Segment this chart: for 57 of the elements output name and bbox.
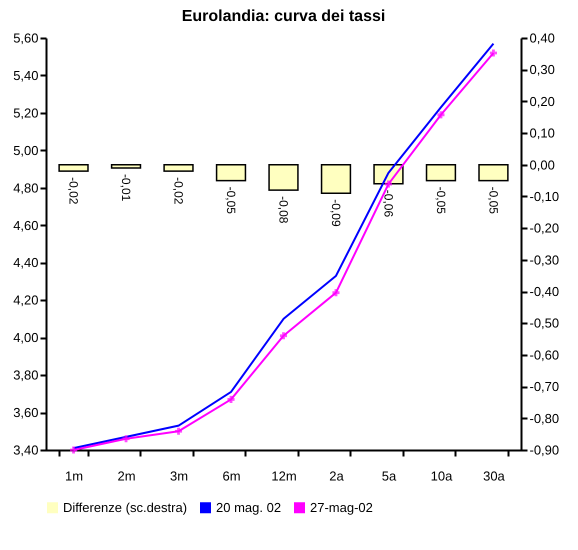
point [490, 49, 497, 57]
y-tick-label: 4,80 [13, 180, 38, 196]
y2-tick-label: 0,10 [530, 126, 555, 141]
y2-tick-label: -0,70 [530, 379, 560, 394]
x-tick-label: 2a [329, 468, 344, 484]
data-label: -0,09 [328, 199, 343, 227]
x-tick-label: 5a [382, 468, 397, 484]
y2-tick-label: -0,30 [530, 252, 560, 268]
y2-tick-label: -0,90 [530, 442, 560, 458]
point [122, 435, 130, 442]
legend-label: 27-mag-02 [310, 500, 373, 515]
y-tick-label: 5,60 [13, 30, 38, 46]
point [437, 111, 444, 118]
data-label: -0,05 [486, 186, 500, 214]
y-tick-label: 3,40 [13, 442, 38, 458]
y2-tick-label: -0,60 [530, 347, 560, 362]
y-tick-label: 5,40 [13, 68, 38, 83]
x-tick-label: 30a [483, 468, 506, 484]
y-tick-label: 4,60 [13, 218, 38, 233]
x-tick-label: 12m [271, 468, 297, 484]
point [280, 332, 288, 340]
y2-tick-label: -0,40 [530, 284, 560, 300]
data-label: -0,05 [224, 186, 238, 214]
x-tick-label: 6m [222, 468, 241, 484]
x-tick-label: 2m [118, 468, 136, 484]
y-tick-label: 5,20 [13, 105, 38, 120]
point [332, 289, 340, 296]
y2-tick-label: 0,40 [530, 30, 555, 46]
y-tick-label: 4,00 [13, 330, 38, 346]
y2-tick-label: 0,00 [530, 157, 555, 172]
legend-label: 20 mag. 02 [216, 500, 282, 515]
legend-label: Differenze (sc.destra) [63, 500, 188, 515]
data-label: -0,01 [119, 174, 134, 202]
point [70, 446, 78, 454]
data-label: -0,02 [172, 177, 186, 205]
y-tick-label: 4,20 [13, 292, 38, 308]
x-tick-label: 1m [65, 468, 84, 484]
y-tick-label: 5,00 [13, 142, 38, 158]
y2-tick-label: -0,20 [530, 220, 560, 236]
y2-tick-label: -0,50 [530, 316, 560, 331]
y2-tick-label: -0,10 [530, 188, 560, 204]
data-label: -0,06 [381, 190, 396, 218]
y-tick-label: 3,60 [13, 405, 38, 420]
y-tick-label: 4,40 [13, 255, 38, 270]
x-tick-label: 10a [430, 468, 454, 484]
data-label: -0,02 [66, 177, 81, 205]
point [384, 180, 392, 188]
y2-tick-label: 0,20 [530, 94, 555, 109]
point [227, 396, 235, 403]
data-label: -0,08 [276, 196, 290, 224]
data-label: -0,05 [434, 186, 448, 214]
chart-title: Eurolandia: curva dei tassi [182, 8, 386, 25]
point [174, 428, 182, 435]
x-tick-label: 3m [170, 468, 188, 484]
y2-tick-label: -0,80 [530, 410, 560, 426]
y2-tick-label: 0,30 [530, 62, 555, 78]
y-tick-label: 3,80 [13, 368, 38, 383]
